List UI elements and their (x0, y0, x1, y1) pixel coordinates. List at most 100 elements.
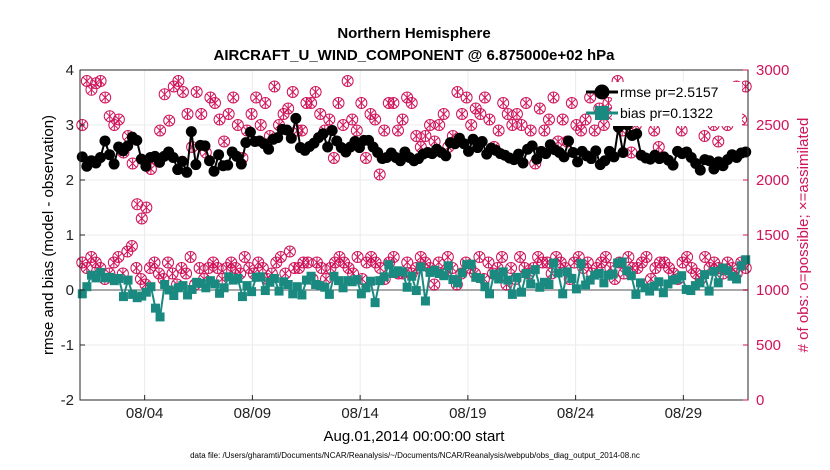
obs-possible-marker-circle (396, 113, 409, 126)
obs-possible-marker-circle (305, 97, 318, 109)
obs-possible-marker-circle (323, 113, 336, 126)
x-tick-label: 08/04 (126, 405, 164, 422)
bias-point (118, 292, 128, 302)
obs-possible-marker (245, 108, 258, 120)
obs-possible-marker-circle (405, 97, 418, 109)
bias-point (356, 289, 366, 299)
obs-assimilated-marker-circle (130, 262, 143, 274)
bias-point (617, 257, 627, 267)
bias-point (128, 289, 138, 299)
y-right-tick-label: 3000 (756, 62, 789, 79)
y-left-tick-label: 3 (66, 117, 74, 134)
obs-assimilated-marker (473, 251, 486, 263)
obs-assimilated-marker (640, 251, 653, 263)
rmse-point (94, 151, 106, 163)
obs-possible-marker-circle (245, 108, 258, 120)
obs-possible-marker-circle (547, 91, 560, 104)
obs-possible-marker-circle (268, 80, 281, 93)
bias-point (398, 267, 408, 277)
bias-point (219, 283, 229, 293)
rmse-point (131, 134, 143, 146)
obs-possible-marker (355, 97, 368, 109)
bias-point (393, 266, 403, 276)
obs-assimilated-marker (180, 267, 193, 280)
x-tick-label: 08/29 (665, 405, 703, 422)
bias-point (654, 277, 664, 287)
obs-possible-marker-circle (231, 119, 244, 131)
bias-point (260, 286, 270, 296)
bias-point (320, 282, 330, 292)
rmse-point (190, 159, 202, 171)
legend-bias-marker (595, 106, 609, 120)
rmse-point (558, 151, 570, 163)
obs-possible-marker-circle (140, 201, 153, 214)
bias-point (645, 286, 655, 296)
obs-possible-marker (433, 119, 446, 131)
bias-point (155, 312, 165, 322)
obs-assimilated-marker-circle (482, 256, 495, 269)
obs-possible-marker (492, 124, 505, 137)
obs-possible-marker (483, 113, 496, 126)
bias-point (324, 289, 334, 299)
obs-possible-marker-circle (433, 119, 446, 131)
bias-series (77, 255, 751, 322)
bias-point (631, 289, 641, 299)
obs-possible-marker-circle (300, 97, 313, 109)
obs-possible-marker (181, 108, 194, 120)
axis-ticks: 08/04 08/09 08/14 08/19 08/24 08/29 -2 -1 0 1 2 3 4 0… (61, 62, 790, 422)
obs-possible-marker-circle (346, 113, 359, 126)
rmse-point (599, 155, 611, 167)
bias-point (608, 269, 618, 279)
obs-possible-marker (286, 86, 299, 98)
bias-point (352, 275, 362, 285)
bias-point (224, 272, 234, 282)
rmse-point (740, 146, 752, 158)
obs-assimilated-marker (130, 262, 143, 274)
obs-possible-marker-circle (282, 102, 295, 115)
obs-possible-marker-circle (373, 168, 386, 181)
x-tick-label: 08/19 (449, 405, 487, 422)
obs-assimilated-marker-circle (536, 256, 549, 269)
rmse-point (204, 155, 216, 167)
bias-point (530, 265, 540, 275)
chart-title: Northern Hemisphere (337, 25, 490, 42)
bias-point (388, 269, 398, 278)
obs-possible-marker (341, 75, 354, 87)
rmse-point (272, 132, 284, 144)
obs-assimilated-marker (292, 262, 305, 274)
obs-possible-marker (337, 119, 350, 131)
obs-possible-marker-circle (451, 86, 464, 98)
bias-point (475, 273, 485, 283)
obs-assimilated-marker-circle (180, 267, 193, 280)
bias-point (512, 272, 522, 282)
obs-possible-marker (524, 124, 537, 137)
obs-assimilated-marker-circle (184, 251, 197, 263)
obs-possible-marker (131, 198, 144, 211)
obs-assimilated-marker (401, 256, 414, 269)
obs-possible-marker-circle (501, 108, 514, 120)
obs-possible-marker (154, 124, 167, 137)
obs-possible-marker-circle (190, 86, 203, 98)
obs-possible-marker-circle (158, 88, 171, 101)
obs-possible-marker-circle (85, 83, 98, 96)
y-left-tick-label: 0 (66, 282, 74, 299)
bias-point (558, 289, 568, 299)
obs-possible-marker (391, 124, 404, 137)
bias-point (663, 279, 673, 289)
bias-point (535, 282, 545, 292)
obs-possible-marker-circle (327, 152, 340, 164)
x-tick-label: 08/14 (341, 405, 379, 422)
bias-point (228, 275, 238, 285)
obs-possible-marker-circle (208, 97, 221, 109)
bias-point (123, 275, 133, 285)
bias-point (700, 270, 710, 280)
obs-possible-marker (254, 119, 267, 131)
y-right-tick-label: 2500 (756, 117, 789, 134)
bias-point (91, 273, 101, 283)
rmse-point (440, 150, 452, 162)
bias-point (109, 276, 119, 286)
obs-possible-marker-circle (295, 124, 308, 137)
obs-possible-marker (456, 108, 469, 120)
obs-possible-marker-circle (424, 119, 437, 131)
bias-point (718, 263, 728, 273)
